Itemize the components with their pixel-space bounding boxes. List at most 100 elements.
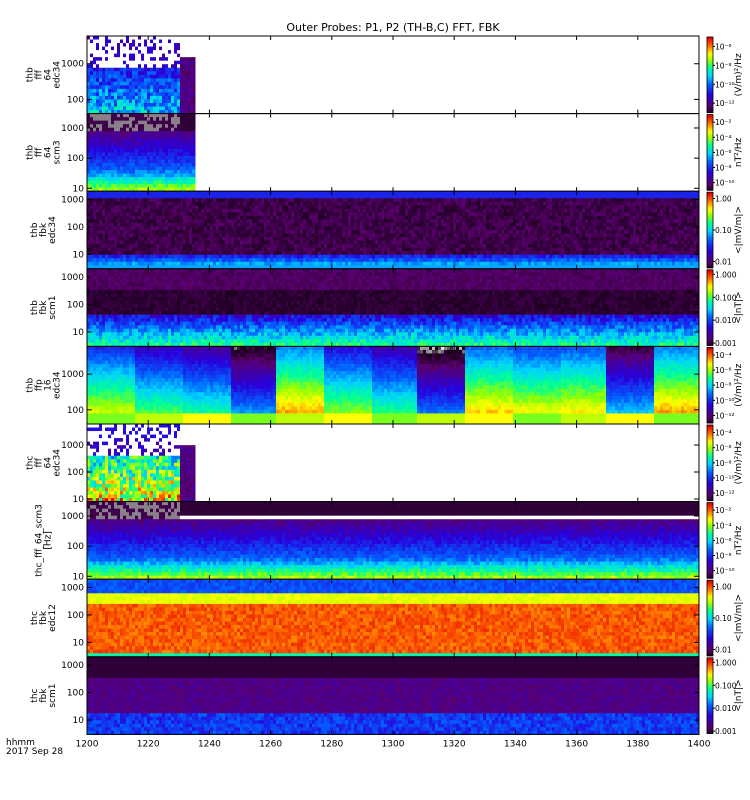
y-tick-label: 10 xyxy=(73,250,85,260)
colorbar-tick-label: 0.01 xyxy=(715,258,732,267)
colorbar-tick-label: 10⁻⁴ xyxy=(715,521,732,530)
colorbar-tick-label: 10⁻¹⁰ xyxy=(715,179,735,188)
spectrogram-image xyxy=(87,346,700,424)
y-tick-label: 100 xyxy=(67,611,84,621)
spectrogram-image xyxy=(87,191,700,269)
y-axis-label: scm1 xyxy=(48,296,58,320)
x-tick-label: 1240 xyxy=(198,739,221,749)
colorbar-tick-label: 10⁻¹⁰ xyxy=(715,396,735,405)
colorbar-unit-label: (V/m)²/Hz xyxy=(734,441,744,484)
colorbar-unit-label: <|mV/m|> xyxy=(734,206,744,254)
colorbar-tick-label: 1.00 xyxy=(715,583,732,592)
colorbar-tick-label: 10⁻⁸ xyxy=(715,381,732,390)
colorbar-tick-label: 0.001 xyxy=(715,727,737,736)
y-tick-label: 1000 xyxy=(61,124,84,134)
y-axis-label: scm1 xyxy=(48,684,58,708)
spectrogram-image xyxy=(87,657,700,735)
colorbar-tick-label: 1.000 xyxy=(715,270,737,279)
colorbar-tick-label: 1.00 xyxy=(715,195,732,204)
figure-title: Outer Probes: P1, P2 (TH-B,C) FFT, FBK xyxy=(286,21,500,34)
date-label: 2017 Sep 28 xyxy=(6,747,63,757)
y-tick-label: 10 xyxy=(73,638,85,648)
y-tick-label: 100 xyxy=(67,542,84,552)
colorbar: 1.00 0.10 0.01<|mV/m|> xyxy=(707,192,744,268)
colorbar-tick-label: 10⁻⁸ xyxy=(715,552,732,561)
y-tick-label: 100 xyxy=(67,406,84,416)
y-tick-label: 10 xyxy=(73,572,85,582)
y-axis-label: scm3 xyxy=(53,140,63,164)
colorbar-tick-label: 10⁻¹² xyxy=(715,99,735,108)
colorbar-unit-label: <|mV/m|> xyxy=(734,594,744,642)
spectrogram-image xyxy=(87,114,196,192)
x-tick-label: 1220 xyxy=(137,739,160,749)
colorbar-tick-label: 10⁻² xyxy=(715,118,732,127)
y-tick-label: 1000 xyxy=(61,583,84,593)
colorbar-tick-label: 10⁻¹⁰ xyxy=(715,80,735,89)
colorbar-unit-label: (V/m)²/Hz xyxy=(734,363,744,406)
colorbar-tick-label: 10⁻⁴ xyxy=(715,133,732,142)
y-tick-label: 100 xyxy=(67,95,84,105)
colorbar-tick-label: 10⁻⁴ xyxy=(715,351,732,360)
y-tick-label: 10 xyxy=(73,184,85,194)
y-axis-label: [Hz] xyxy=(44,531,54,550)
colorbar-tick-label: 0.10 xyxy=(715,226,732,235)
spectrogram-image xyxy=(87,424,196,502)
y-tick-label: 100 xyxy=(67,468,84,478)
colorbar-tick-label: 10⁻⁸ xyxy=(715,459,732,468)
colorbar-tick-label: 10⁻⁸ xyxy=(715,61,732,70)
y-tick-label: 1000 xyxy=(61,370,84,380)
y-tick-label: 1000 xyxy=(61,441,84,451)
y-axis-label: edc12 xyxy=(48,604,58,632)
colorbar-tick-label: 10⁻⁴ xyxy=(715,429,732,438)
colorbar-unit-label: <|nT|> xyxy=(734,679,744,711)
colorbar-tick-label: 10⁻⁶ xyxy=(715,536,732,545)
y-tick-label: 10 xyxy=(73,328,85,338)
x-tick-label: 1340 xyxy=(504,739,527,749)
y-axis-label: edc34 xyxy=(48,216,58,244)
spectrogram-image xyxy=(87,579,700,657)
y-tick-label: 1000 xyxy=(61,512,84,522)
colorbar-tick-label: 10⁻⁸ xyxy=(715,164,732,173)
colorbar-unit-label: (V/m)²/Hz xyxy=(734,53,744,96)
x-tick-label: 1400 xyxy=(688,739,711,749)
colorbar-unit-label: nT²/Hz xyxy=(734,525,744,555)
y-tick-label: 10 xyxy=(73,495,85,505)
x-tick-label: 1280 xyxy=(320,739,343,749)
x-tick-label: 1380 xyxy=(626,739,649,749)
colorbar-tick-label: 10⁻⁶ xyxy=(715,42,732,51)
y-tick-label: 100 xyxy=(67,301,84,311)
y-axis-label: edc34 xyxy=(53,61,63,89)
y-tick-label: 100 xyxy=(67,689,84,699)
y-tick-label: 1000 xyxy=(61,60,84,70)
colorbar: 10⁻⁶ 10⁻⁸ 10⁻¹⁰ 10⁻¹² (V/m)²/Hz xyxy=(707,37,744,113)
y-axis-label: edc34 xyxy=(53,371,63,399)
colorbar-tick-label: 10⁻⁶ xyxy=(715,366,732,375)
spectrogram-image xyxy=(87,269,700,347)
time-axis: 1200 1220 1240 1260 1280 1300 1320 1340 1360 1380… xyxy=(76,739,711,749)
y-tick-label: 1000 xyxy=(61,661,84,671)
colorbar-tick-label: 10⁻¹² xyxy=(715,489,735,498)
y-axis-label: edc34 xyxy=(53,449,63,477)
y-tick-label: 100 xyxy=(67,223,84,233)
y-tick-label: 1000 xyxy=(61,195,84,205)
colorbar-unit-label: nT²/Hz xyxy=(734,137,744,167)
y-tick-label: 1000 xyxy=(61,273,84,283)
colorbar: 1.000.100.01<|mV/m|> xyxy=(707,580,744,656)
colorbar-tick-label: 0.01 xyxy=(715,646,732,655)
spectrogram-image xyxy=(87,36,196,114)
